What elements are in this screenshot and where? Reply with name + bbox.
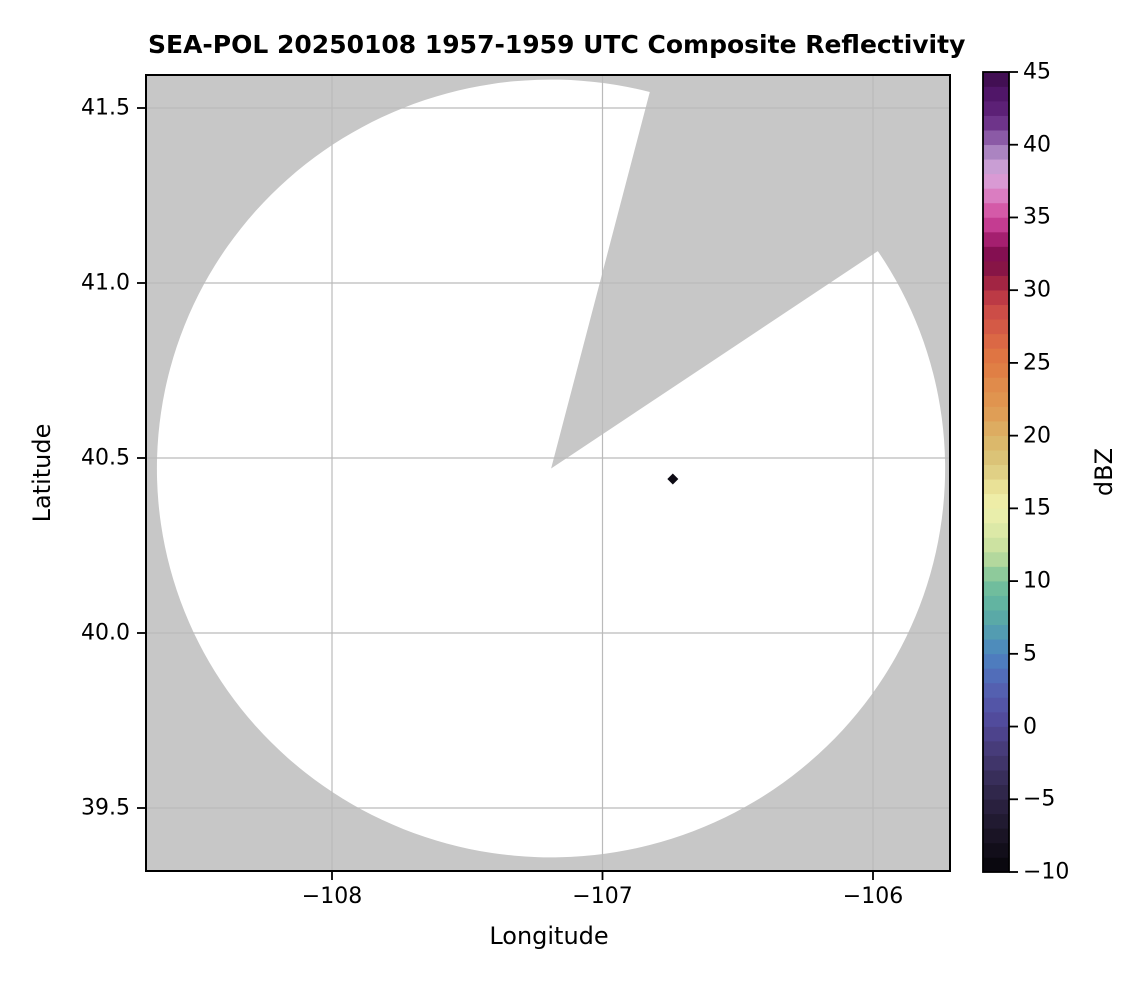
colorbar-tick-label: 20 [1023, 423, 1051, 449]
colorbar-tick-label: 35 [1023, 204, 1051, 230]
colorbar-tick-label: 10 [1023, 568, 1051, 594]
colorbar-band [983, 551, 1009, 567]
colorbar-band [983, 449, 1009, 466]
colorbar-tick-label: −5 [1023, 786, 1056, 812]
colorbar-band [983, 769, 1009, 786]
colorbar-band [983, 100, 1009, 116]
colorbar-band [983, 406, 1009, 422]
colorbar-band [983, 784, 1009, 800]
y-tick-label: 41.5 [81, 95, 130, 121]
colorbar-band [983, 508, 1009, 524]
x-axis-label: Longitude [489, 922, 609, 950]
colorbar-band [983, 188, 1009, 204]
colorbar-tick-label: 15 [1023, 495, 1051, 521]
colorbar-band [983, 231, 1009, 247]
colorbar-band [983, 333, 1009, 349]
colorbar-band [983, 493, 1009, 509]
colorbar-band [983, 813, 1009, 829]
colorbar-band [983, 697, 1009, 713]
colorbar-band [983, 173, 1009, 189]
colorbar-band [983, 653, 1009, 669]
colorbar-band [983, 726, 1009, 742]
colorbar-band [983, 537, 1009, 553]
colorbar-band [983, 478, 1009, 495]
radar-coverage-area [156, 79, 946, 858]
echo-pixel [667, 473, 679, 485]
colorbar-band [983, 304, 1009, 320]
colorbar-band [983, 260, 1009, 276]
colorbar-band [983, 609, 1009, 626]
plot-border [145, 74, 951, 872]
colorbar-border [982, 71, 1010, 873]
colorbar-tick-label: 40 [1023, 132, 1051, 158]
colorbar-band [983, 318, 1009, 335]
colorbar-band [983, 624, 1009, 640]
colorbar-band [983, 566, 1009, 582]
colorbar-band [983, 755, 1009, 771]
colorbar-band [983, 158, 1009, 175]
colorbar-band [983, 348, 1009, 364]
colorbar-label: dBZ [1090, 447, 1118, 497]
colorbar-band [983, 464, 1009, 480]
colorbar-band [983, 668, 1009, 684]
colorbar-tick-label: 5 [1023, 641, 1037, 667]
y-tick-label: 41.0 [81, 270, 130, 296]
colorbar-band [983, 828, 1009, 844]
colorbar-band [983, 202, 1009, 218]
y-tick-label: 40.5 [81, 445, 130, 471]
colorbar-band [983, 377, 1009, 393]
colorbar-tick-label: −10 [1023, 859, 1070, 885]
colorbar-band [983, 638, 1009, 655]
colorbar-band [983, 842, 1009, 858]
colorbar-tick-label: 0 [1023, 714, 1037, 740]
colorbar-band [983, 740, 1009, 756]
plot-title: SEA-POL 20250108 1957-1959 UTC Composite… [148, 30, 966, 59]
y-axis-label: Latitude [28, 423, 56, 523]
colorbar-band [983, 798, 1009, 815]
colorbar-band [983, 362, 1009, 378]
colorbar-band [983, 129, 1009, 146]
colorbar-band [983, 435, 1009, 451]
colorbar-band [983, 115, 1009, 131]
x-tick-label: −107 [572, 884, 633, 909]
colorbar-band [983, 275, 1009, 291]
colorbar-band [983, 246, 1009, 262]
y-tick-label: 40.0 [81, 620, 130, 646]
colorbar-band [983, 289, 1009, 306]
y-tick-label: 39.5 [81, 795, 130, 821]
colorbar-band [983, 522, 1009, 538]
colorbar-band [983, 71, 1009, 87]
colorbar-band [983, 86, 1009, 102]
colorbar-tick-label: 45 [1023, 59, 1051, 85]
x-tick-label: −106 [842, 884, 904, 909]
colorbar-band [983, 682, 1009, 698]
colorbar-band [983, 217, 1009, 233]
colorbar-band [983, 580, 1009, 596]
colorbar-band [983, 857, 1009, 873]
colorbar-band [983, 711, 1009, 727]
x-tick-label: −108 [301, 884, 363, 909]
colorbar-tick-label: 30 [1023, 277, 1051, 303]
colorbar-band [983, 595, 1009, 611]
colorbar-band [983, 420, 1009, 436]
colorbar-band [983, 391, 1009, 407]
colorbar-band [983, 144, 1009, 160]
colorbar-tick-label: 25 [1023, 350, 1051, 376]
